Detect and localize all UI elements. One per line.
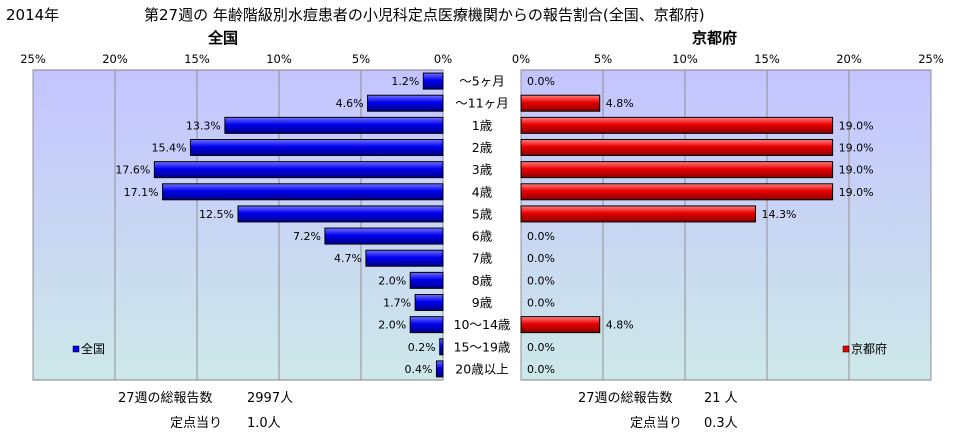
national-total-value: 2997人 — [247, 391, 294, 406]
national-legend-label: 全国 — [81, 341, 105, 356]
kyoto-tick-label: 0% — [512, 52, 530, 66]
national-tick-label: 15% — [184, 52, 210, 66]
kyoto-value-label: 19.0% — [839, 119, 874, 132]
kyoto-value-label: 4.8% — [606, 319, 634, 332]
age-category-label: 9歳 — [472, 295, 493, 310]
national-bar — [435, 360, 444, 378]
kyoto-tick-label: 20% — [836, 52, 862, 66]
kyoto-legend-label: 京都府 — [851, 341, 887, 356]
national-total-label: 27週の総報告数 — [118, 391, 213, 406]
kyoto-value-label: 19.0% — [839, 142, 874, 155]
kyoto-bar — [520, 161, 834, 179]
national-bar — [162, 183, 444, 201]
national-panel-title: 全国 — [208, 29, 239, 47]
kyoto-tick-label: 10% — [672, 52, 698, 66]
age-category-label: 7歳 — [472, 251, 493, 266]
kyoto-tick-label: 5% — [594, 52, 612, 66]
kyoto-value-label: 0.0% — [527, 297, 555, 310]
national-plot-area — [32, 69, 444, 381]
age-category-label: 1歳 — [472, 118, 493, 133]
chart-title: 第27週の 年齢階級別水痘患者の小児科定点医療機関からの報告割合(全国、京都府) — [144, 6, 705, 24]
kyoto-total-value: 21 人 — [704, 391, 738, 406]
age-category-label: 15～19歳 — [454, 339, 511, 354]
national-value-label: 4.6% — [336, 97, 364, 110]
age-category-label: 10～14歳 — [454, 317, 511, 332]
age-category-label: ～5ヶ月 — [459, 74, 504, 89]
national-tick-label: 0% — [434, 52, 452, 66]
age-category-labels: ～5ヶ月 ～11ヶ月 1歳 2歳 3歳 4歳 5歳 6歳 7歳 8歳 9歳 10～14歳 15～19歳 2… — [454, 74, 511, 377]
kyoto-value-label: 14.3% — [762, 208, 797, 221]
national-tick-label: 10% — [266, 52, 292, 66]
kyoto-per-site-value: 0.3人 — [704, 416, 738, 431]
kyoto-value-label: 4.8% — [606, 97, 634, 110]
national-bar — [439, 338, 444, 356]
kyoto-total-label: 27週の総報告数 — [578, 391, 673, 406]
national-legend-swatch — [72, 345, 80, 353]
kyoto-bar — [520, 116, 834, 134]
national-value-label: 17.1% — [124, 186, 159, 199]
kyoto-value-label: 0.0% — [527, 252, 555, 265]
national-value-label: 0.2% — [408, 341, 436, 354]
age-category-label: 6歳 — [472, 229, 493, 244]
national-bar — [367, 94, 444, 112]
national-bar — [409, 271, 444, 289]
kyoto-tick-label: 15% — [754, 52, 780, 66]
national-bar — [414, 294, 444, 311]
kyoto-value-label: 0.0% — [527, 75, 555, 88]
age-category-label: 3歳 — [472, 162, 493, 177]
kyoto-tick-label: 25% — [918, 52, 944, 66]
national-value-label: 1.2% — [391, 75, 419, 88]
national-per-site-value: 1.0人 — [247, 416, 281, 431]
kyoto-bar — [520, 139, 834, 156]
national-bar — [365, 249, 444, 267]
national-value-label: 7.2% — [293, 230, 321, 243]
national-bar — [189, 139, 444, 156]
age-category-label: ～11ヶ月 — [455, 96, 508, 111]
kyoto-bar — [520, 316, 601, 334]
kyoto-value-label: 0.0% — [527, 363, 555, 376]
national-bar — [324, 227, 444, 245]
kyoto-value-label: 0.0% — [527, 274, 555, 287]
kyoto-chart: 0% 5% 10% 15% 20% 25% 0.0% 4.8% 19.0% 19.0% 19.0% 1… — [512, 52, 944, 381]
national-tick-label: 5% — [352, 52, 370, 66]
age-category-label: 2歳 — [472, 140, 493, 155]
kyoto-bar — [520, 94, 601, 112]
national-value-label: 13.3% — [186, 119, 221, 132]
national-tick-label: 20% — [102, 52, 128, 66]
kyoto-value-label: 19.0% — [839, 186, 874, 199]
age-category-label: 5歳 — [472, 206, 493, 221]
kyoto-value-label: 0.0% — [527, 230, 555, 243]
national-value-label: 17.6% — [115, 164, 150, 177]
national-value-label: 1.7% — [383, 297, 411, 310]
age-category-label: 8歳 — [472, 273, 493, 288]
kyoto-plot-area — [520, 69, 932, 381]
kyoto-value-label: 19.0% — [839, 164, 874, 177]
kyoto-legend-swatch — [842, 345, 850, 353]
national-value-label: 15.4% — [151, 142, 186, 155]
age-category-label: 20歳以上 — [455, 361, 508, 376]
national-bar — [409, 316, 444, 334]
national-chart: 25% 20% 15% 10% 5% 0% 1.2% 4.6% 13.3%15.4%17.6% 1… — [20, 52, 452, 381]
national-value-label: 12.5% — [199, 208, 234, 221]
kyoto-panel-title: 京都府 — [692, 29, 738, 47]
national-per-site-label: 定点当り — [170, 416, 223, 431]
national-tick-label: 25% — [20, 52, 46, 66]
national-value-label: 4.7% — [334, 252, 362, 265]
national-bar — [237, 205, 444, 223]
kyoto-per-site-label: 定点当り — [630, 416, 683, 431]
national-value-label: 2.0% — [378, 274, 406, 287]
national-bar — [224, 116, 444, 134]
national-bar — [422, 72, 444, 90]
kyoto-bar — [520, 183, 834, 201]
national-value-label: 2.0% — [378, 319, 406, 332]
national-bar — [153, 161, 444, 179]
age-category-label: 4歳 — [472, 184, 493, 199]
national-value-label: 0.4% — [404, 363, 432, 376]
header-year: 2014年 — [6, 6, 60, 24]
kyoto-bar — [520, 205, 757, 223]
kyoto-value-label: 0.0% — [527, 341, 555, 354]
